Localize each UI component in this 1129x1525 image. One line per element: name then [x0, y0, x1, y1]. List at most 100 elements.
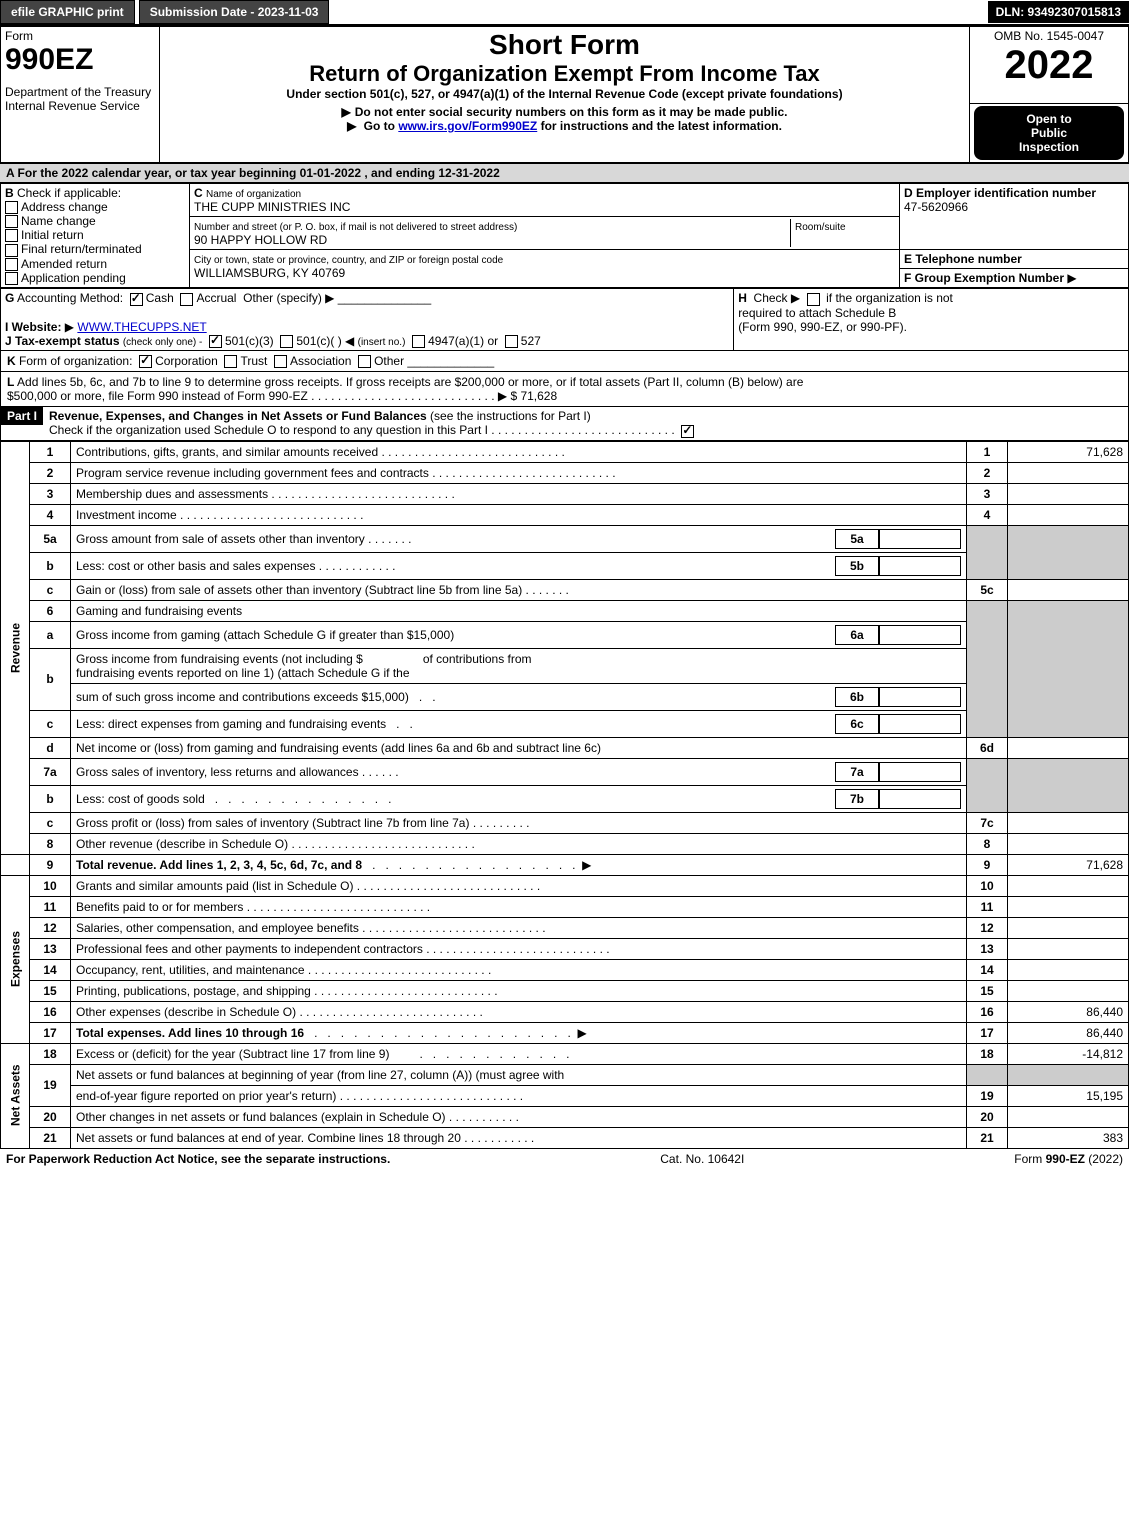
line-text: sum of such gross income and contributio…: [76, 690, 409, 704]
line-box: 2: [967, 462, 1008, 483]
line-num: 21: [30, 1127, 71, 1148]
line-box: 12: [967, 917, 1008, 938]
street-label: Number and street (or P. O. box, if mail…: [194, 222, 517, 233]
formno-prefix: Form: [1014, 1152, 1045, 1166]
line-num: c: [30, 710, 71, 737]
revenue-vert-label: Revenue: [1, 441, 30, 854]
h-forms: (Form 990, 990-EZ, or 990-PF).: [738, 320, 907, 334]
lines-table: Revenue 1 Contributions, gifts, grants, …: [0, 441, 1129, 1149]
name-change-checkbox[interactable]: [5, 215, 18, 228]
line-box: 4: [967, 504, 1008, 525]
cash-checkbox[interactable]: [130, 293, 143, 306]
line-amt: [1008, 1106, 1129, 1127]
line-num: 7a: [30, 758, 71, 785]
line-num: b: [30, 785, 71, 812]
accrual-checkbox[interactable]: [180, 293, 193, 306]
goto-suffix: for instructions and the latest informat…: [537, 119, 782, 133]
section-b-label: B: [5, 186, 14, 200]
open-to-public-box: Open to Public Inspection: [974, 106, 1124, 160]
h-checkbox[interactable]: [807, 293, 820, 306]
open-line3: Inspection: [980, 140, 1118, 154]
line-text: Gaming and fundraising events: [76, 604, 242, 618]
inner-box: 6c: [835, 714, 879, 734]
line-num: 4: [30, 504, 71, 525]
line-text: Total revenue. Add lines 1, 2, 3, 4, 5c,…: [76, 858, 362, 872]
line-text: Gross profit or (loss) from sales of inv…: [76, 816, 469, 830]
dots-icon-2: [491, 423, 674, 437]
gh-table: G Accounting Method: Cash Accrual Other …: [0, 288, 1129, 351]
part-i-label: Part I: [1, 407, 43, 425]
omb-number: OMB No. 1545-0047: [974, 29, 1124, 43]
line-amt: [1008, 917, 1129, 938]
line-text: Less: cost of goods sold: [76, 792, 205, 806]
check-if-applicable: Check if applicable:: [17, 186, 121, 200]
line-num: 18: [30, 1043, 71, 1064]
section-c-label: C: [194, 186, 203, 200]
line-box: 10: [967, 875, 1008, 896]
corp-label: Corporation: [155, 354, 218, 368]
line-text: Salaries, other compensation, and employ…: [76, 921, 359, 935]
submission-date-button[interactable]: Submission Date - 2023-11-03: [139, 0, 330, 24]
line-text: Grants and similar amounts paid (list in…: [76, 879, 353, 893]
accrual-label: Accrual: [196, 291, 236, 305]
final-return-checkbox[interactable]: [5, 244, 18, 257]
line-amt: [1008, 833, 1129, 854]
line-text: Printing, publications, postage, and shi…: [76, 984, 311, 998]
line-num: b: [30, 552, 71, 579]
trust-checkbox[interactable]: [224, 355, 237, 368]
line-amt: 383: [1008, 1127, 1129, 1148]
inner-box: 5a: [835, 529, 879, 549]
line-box: 6d: [967, 737, 1008, 758]
501c-checkbox[interactable]: [280, 335, 293, 348]
schedule-o-checkbox[interactable]: [681, 425, 694, 438]
section-l-row: L Add lines 5b, 6c, and 7b to line 9 to …: [0, 372, 1129, 407]
line-box: 7c: [967, 812, 1008, 833]
application-pending-checkbox[interactable]: [5, 272, 18, 285]
4947-checkbox[interactable]: [412, 335, 425, 348]
corp-checkbox[interactable]: [139, 355, 152, 368]
line-num: 1: [30, 441, 71, 462]
part-i-subtitle: (see the instructions for Part I): [430, 409, 591, 423]
501c3-checkbox[interactable]: [209, 335, 222, 348]
line-amt: [1008, 896, 1129, 917]
address-change-checkbox[interactable]: [5, 201, 18, 214]
line-box: 16: [967, 1001, 1008, 1022]
line-text: Gain or (loss) from sale of assets other…: [76, 583, 522, 597]
line-amt: [1008, 504, 1129, 525]
netassets-vert-label: Net Assets: [1, 1043, 30, 1148]
4947-label: 4947(a)(1) or: [428, 334, 498, 348]
section-h-label: H: [738, 291, 747, 305]
line-text: Less: direct expenses from gaming and fu…: [76, 717, 386, 731]
accounting-method-label: Accounting Method:: [17, 291, 123, 305]
goto-link[interactable]: www.irs.gov/Form990EZ: [398, 119, 537, 133]
inner-val: [879, 625, 961, 645]
line-text: Investment income: [76, 508, 177, 522]
efile-print-button[interactable]: efile GRAPHIC print: [0, 0, 135, 24]
line-text: Net income or (loss) from gaming and fun…: [76, 741, 601, 755]
assoc-checkbox[interactable]: [274, 355, 287, 368]
org-info-table: B Check if applicable: Address change Na…: [0, 183, 1129, 289]
dots-icon: [311, 389, 494, 403]
line-amt: 71,628: [1008, 854, 1129, 875]
other-checkbox[interactable]: [358, 355, 371, 368]
line-amt: [1008, 938, 1129, 959]
under-section-text: Under section 501(c), 527, or 4947(a)(1)…: [164, 87, 965, 101]
line-box: 14: [967, 959, 1008, 980]
527-checkbox[interactable]: [505, 335, 518, 348]
l-amount: $ 71,628: [510, 389, 557, 403]
initial-return-checkbox[interactable]: [5, 229, 18, 242]
inner-val: [879, 714, 961, 734]
h-required: required to attach Schedule B: [738, 306, 896, 320]
inner-val: [879, 789, 961, 809]
line-box: 3: [967, 483, 1008, 504]
cat-no: Cat. No. 10642I: [660, 1152, 744, 1166]
line-text: Other expenses (describe in Schedule O): [76, 1005, 296, 1019]
inner-box: 5b: [835, 556, 879, 576]
website-link[interactable]: WWW.THECUPPS.NET: [77, 320, 206, 334]
line-text: Other changes in net assets or fund bala…: [76, 1110, 446, 1124]
line-text: Membership dues and assessments: [76, 487, 268, 501]
goto-text: Go to www.irs.gov/Form990EZ for instruct…: [164, 119, 965, 133]
section-a-row: A For the 2022 calendar year, or tax yea…: [0, 163, 1129, 183]
line-num: 13: [30, 938, 71, 959]
amended-return-checkbox[interactable]: [5, 258, 18, 271]
